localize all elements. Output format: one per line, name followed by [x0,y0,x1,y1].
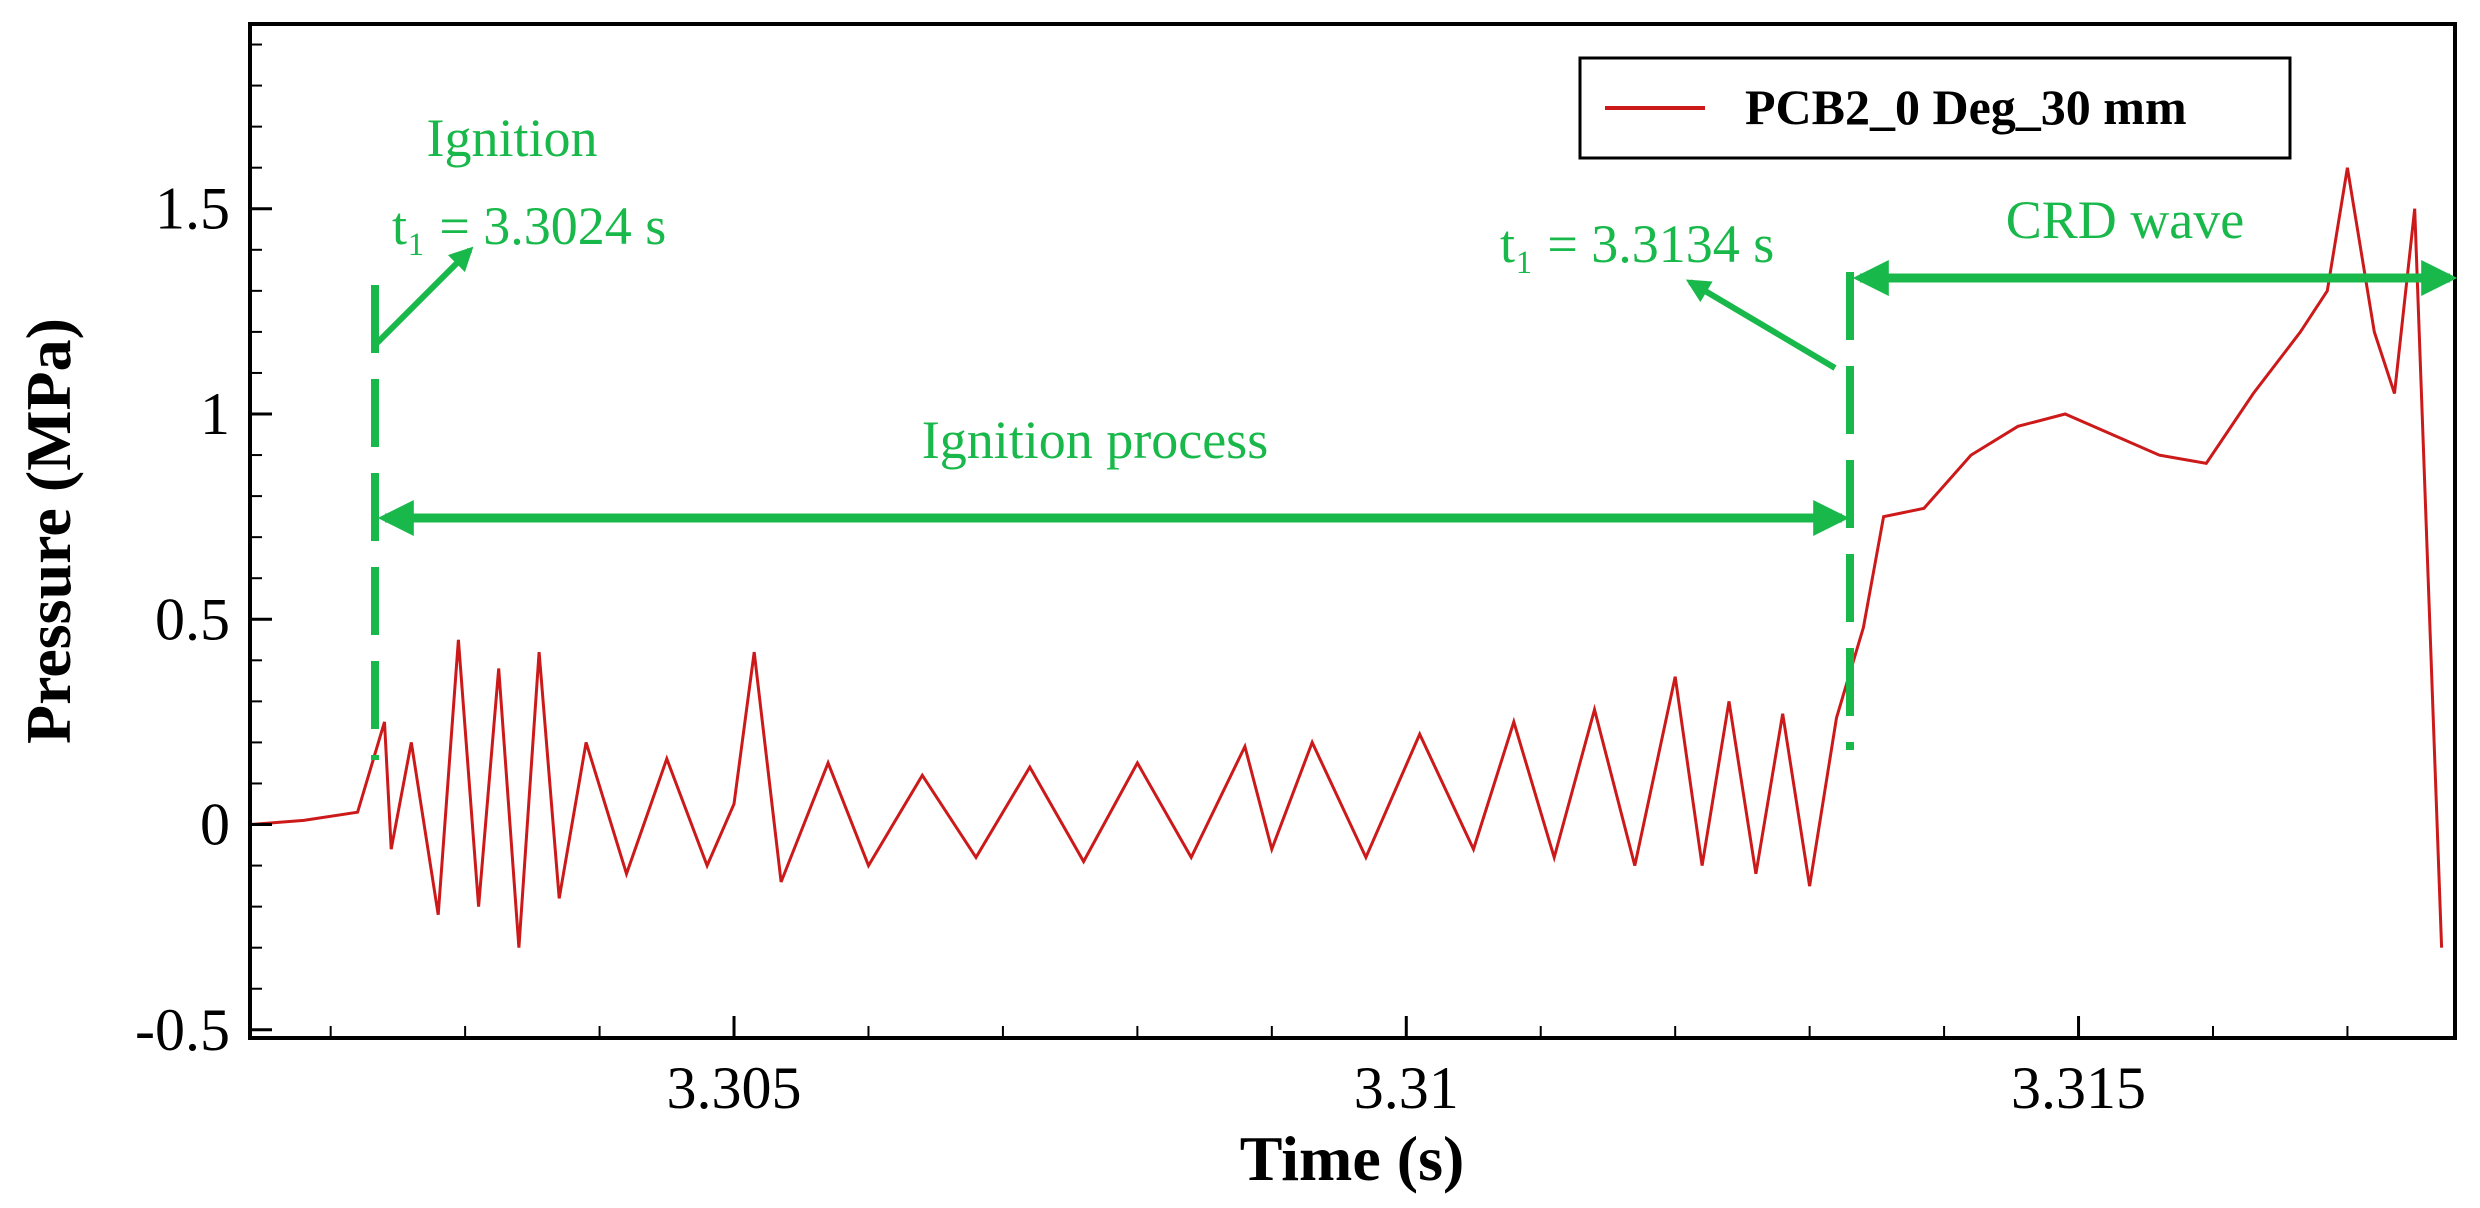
crd-wave-label: CRD wave [2006,190,2244,250]
y-tick-label: 1.5 [155,176,230,242]
ignition-time-label: t₁ = 3.3024 s [392,196,666,256]
y-tick-label: 1 [200,381,230,447]
x-tick-label: 3.31 [1354,1055,1459,1121]
ignition-label: Ignition [427,108,598,168]
y-axis-ticks: -0.5 0 0.5 1 1.5 [135,43,272,1063]
ignition-process-label: Ignition process [922,410,1268,470]
y-axis-title: Pressure (MPa) [13,318,84,744]
legend-label: PCB2_0 Deg_30 mm [1745,79,2187,135]
y-tick-label: 0 [200,792,230,858]
series-line-pcb2 [249,167,2444,948]
crd-pointer-arrow [1685,279,1837,371]
x-tick-label: 3.305 [667,1055,802,1121]
y-tick-label: 0.5 [155,586,230,652]
ignition-pointer-arrow [372,246,474,348]
x-axis-ticks: 3.305 3.31 3.315 [329,1016,2349,1121]
legend: PCB2_0 Deg_30 mm [1578,56,2292,160]
x-tick-label: 3.315 [2011,1055,2146,1121]
crd-time-label: t₁ = 3.3134 s [1500,214,1774,274]
y-tick-label: -0.5 [135,997,230,1063]
plot-frame [248,22,2457,1040]
x-axis-title: Time (s) [1240,1123,1465,1194]
